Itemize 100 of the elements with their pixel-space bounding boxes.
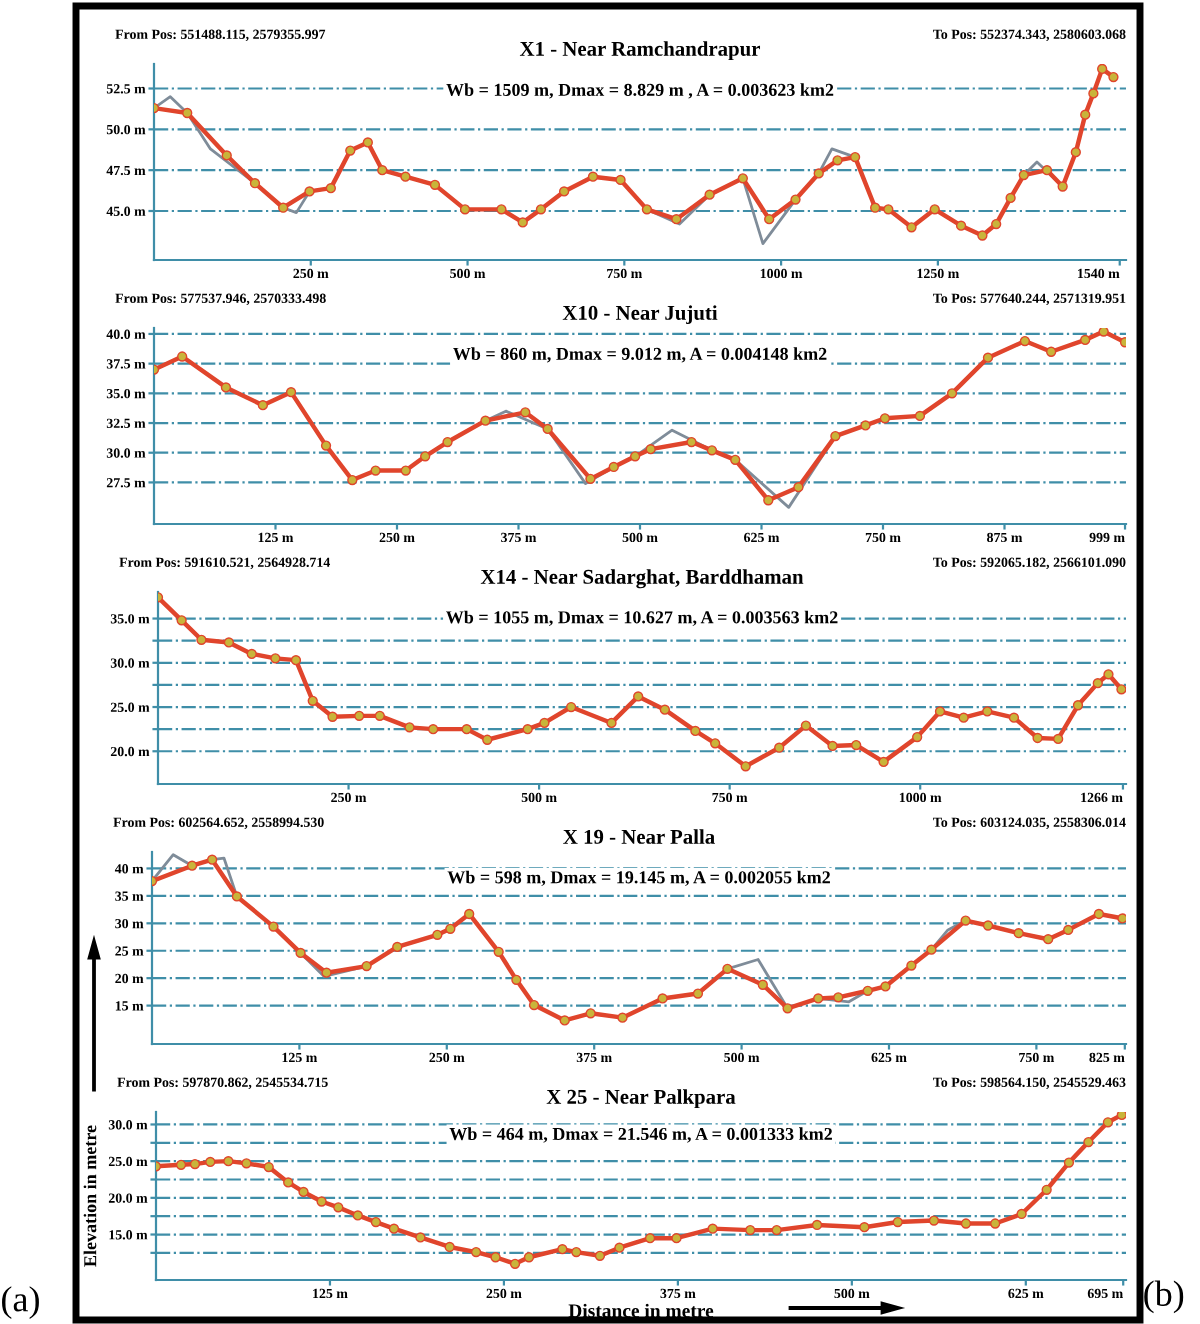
point bbox=[1108, 71, 1119, 83]
point bbox=[246, 648, 257, 660]
point bbox=[813, 993, 824, 1004]
point bbox=[445, 923, 456, 934]
point bbox=[189, 1158, 201, 1170]
point bbox=[585, 473, 596, 485]
point bbox=[774, 742, 785, 753]
point bbox=[392, 941, 403, 953]
point bbox=[608, 461, 619, 473]
point bbox=[182, 107, 193, 119]
point bbox=[429, 179, 441, 191]
point bbox=[1098, 328, 1109, 337]
point bbox=[594, 1250, 606, 1261]
point bbox=[283, 1177, 294, 1188]
point bbox=[710, 738, 721, 749]
point bbox=[176, 615, 187, 626]
point bbox=[960, 915, 971, 926]
point bbox=[782, 1003, 793, 1014]
point bbox=[257, 400, 269, 411]
point bbox=[400, 171, 411, 182]
point bbox=[1041, 165, 1053, 176]
point bbox=[1046, 346, 1057, 357]
point bbox=[657, 993, 668, 1004]
annotation: Wb = 598 m, Dmax = 19.145 m, A = 0.002055 km2 bbox=[447, 870, 830, 887]
point bbox=[946, 388, 958, 399]
point bbox=[559, 1015, 570, 1026]
point bbox=[686, 436, 697, 448]
point bbox=[912, 731, 923, 743]
point bbox=[571, 1246, 582, 1258]
point bbox=[892, 1216, 903, 1228]
point bbox=[542, 423, 553, 435]
point bbox=[615, 174, 626, 186]
point bbox=[617, 1012, 628, 1023]
point bbox=[644, 1233, 656, 1244]
point bbox=[982, 706, 993, 717]
point bbox=[1072, 700, 1084, 711]
point bbox=[763, 495, 774, 506]
point bbox=[883, 204, 894, 215]
point bbox=[771, 1224, 782, 1236]
point bbox=[345, 145, 356, 156]
point bbox=[370, 465, 381, 476]
point bbox=[175, 1159, 187, 1170]
point bbox=[878, 756, 889, 768]
point bbox=[374, 710, 385, 722]
point bbox=[362, 137, 373, 148]
text: (b) bbox=[1144, 1280, 1184, 1314]
point bbox=[539, 717, 550, 729]
point bbox=[223, 1156, 234, 1167]
point bbox=[880, 981, 891, 992]
point bbox=[659, 704, 671, 715]
point bbox=[444, 1241, 455, 1253]
point bbox=[982, 352, 994, 363]
point bbox=[442, 436, 453, 448]
point bbox=[459, 204, 471, 215]
point bbox=[849, 151, 861, 163]
point bbox=[517, 217, 528, 228]
point bbox=[1057, 181, 1068, 192]
point bbox=[221, 150, 232, 161]
point bbox=[206, 854, 218, 865]
point bbox=[352, 1210, 363, 1221]
point bbox=[420, 451, 431, 462]
chart-title: X14 - Near Sadarghat, Barddhaman bbox=[480, 569, 804, 589]
point bbox=[926, 944, 937, 955]
point bbox=[480, 415, 491, 426]
point bbox=[263, 1161, 274, 1173]
point bbox=[1080, 109, 1091, 120]
point bbox=[1117, 913, 1126, 924]
point bbox=[370, 1216, 382, 1228]
point bbox=[929, 204, 940, 215]
point bbox=[859, 1222, 870, 1233]
point bbox=[400, 465, 411, 476]
point bbox=[377, 165, 388, 176]
point bbox=[249, 178, 261, 189]
point bbox=[307, 695, 318, 706]
point bbox=[692, 988, 704, 999]
point bbox=[906, 960, 917, 971]
point bbox=[223, 637, 235, 648]
point bbox=[914, 410, 926, 422]
point bbox=[606, 717, 617, 729]
point bbox=[325, 182, 336, 194]
point bbox=[690, 725, 701, 737]
point bbox=[811, 1219, 823, 1231]
x-axis-title: Distance in metre bbox=[568, 1303, 714, 1318]
point bbox=[827, 740, 838, 752]
point bbox=[851, 739, 862, 751]
point bbox=[1008, 712, 1020, 723]
point bbox=[565, 701, 577, 713]
annotation: Wb = 1509 m, Dmax = 8.829 m , A = 0.003623 km2 bbox=[446, 83, 834, 99]
point bbox=[1070, 147, 1081, 158]
point bbox=[285, 387, 297, 398]
chart-title: X 25 - Near Palkpara bbox=[546, 1089, 736, 1109]
point bbox=[177, 351, 188, 362]
point bbox=[388, 1223, 400, 1234]
point bbox=[1083, 1136, 1094, 1148]
point bbox=[1016, 1208, 1027, 1220]
point bbox=[1080, 334, 1091, 346]
chart-title: X1 - Near Ramchandrapur bbox=[519, 41, 761, 61]
point bbox=[511, 974, 522, 985]
point bbox=[764, 214, 775, 225]
point bbox=[1102, 1117, 1114, 1128]
